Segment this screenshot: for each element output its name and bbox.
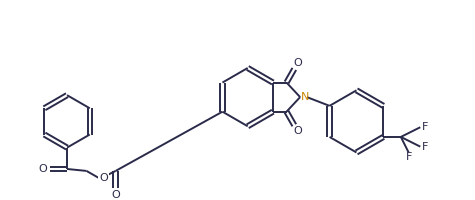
Text: F: F [422, 142, 428, 152]
Text: O: O [111, 190, 120, 200]
Text: F: F [406, 152, 412, 162]
Text: O: O [38, 164, 47, 174]
Text: O: O [294, 58, 303, 68]
Text: O: O [294, 126, 303, 136]
Text: O: O [100, 173, 108, 183]
Text: N: N [301, 92, 309, 102]
Text: F: F [422, 122, 428, 132]
